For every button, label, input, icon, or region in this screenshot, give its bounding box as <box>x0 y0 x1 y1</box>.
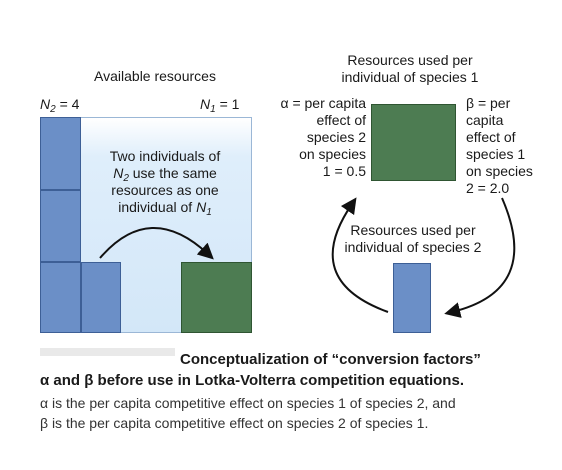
species1-resource-square <box>371 104 456 181</box>
caption-title-line1: Conceptualization of “conversion factors… <box>180 351 481 368</box>
alpha-definition: α = per capita effect of species 2 on sp… <box>280 95 366 179</box>
n1-count-label: N1 = 1 <box>200 96 240 115</box>
caption-title-line2: α and β before use in Lotka-Volterra com… <box>40 372 464 389</box>
species2-block-bottom-left <box>40 262 81 333</box>
species2-block-top <box>40 117 81 190</box>
beta-arrow <box>444 197 516 318</box>
beta-definition: β = per capita effect of species 1 on sp… <box>466 95 533 196</box>
caption-body-line1: α is the per capita competitive effect o… <box>40 395 456 411</box>
alpha-arrow <box>331 197 389 313</box>
caption-figure-tag <box>40 348 175 356</box>
species2-block-bottom-right <box>81 262 121 333</box>
species2-resources-label: Resources used per individual of species… <box>344 222 482 255</box>
n2-count-label: N2 = 4 <box>40 96 80 115</box>
caption-body-line2: β is the per capita competitive effect o… <box>40 415 429 431</box>
species1-block <box>181 262 252 333</box>
conversion-arrow <box>99 227 214 260</box>
conversion-explanation-text: Two individuals of N2 use the same resou… <box>109 148 221 218</box>
species2-block-middle <box>40 190 81 262</box>
available-resources-title: Available resources <box>94 68 216 84</box>
cycle-arrows <box>331 197 516 318</box>
species2-resource-rectangle <box>393 263 431 333</box>
species1-resources-label: Resources used per individual of species… <box>341 52 479 85</box>
